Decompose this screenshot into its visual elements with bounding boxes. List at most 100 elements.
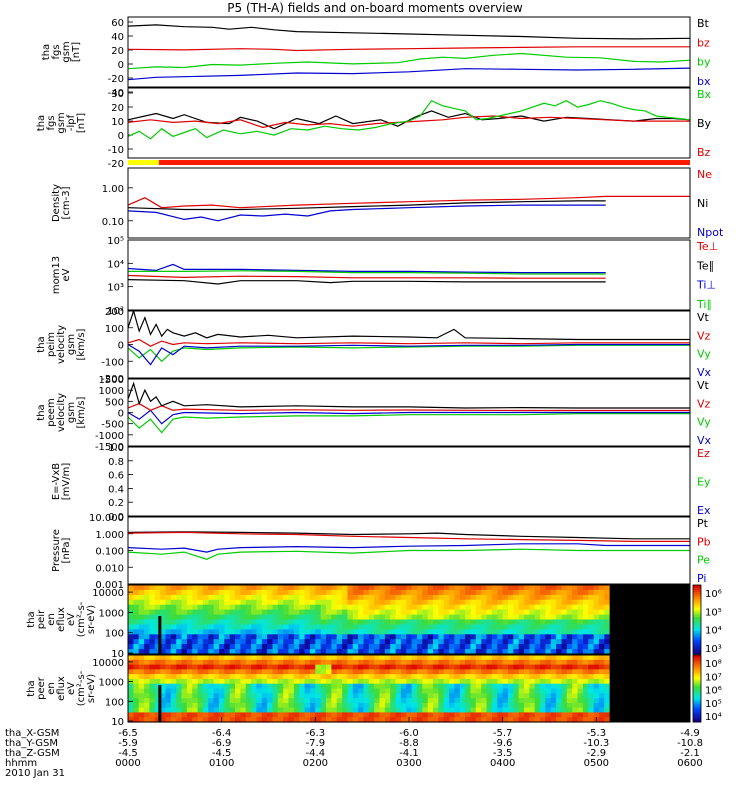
heatmap-cell (208, 649, 215, 655)
legend-label: Npot (697, 226, 724, 239)
heatmap-cell (336, 614, 343, 621)
heatmap-cell (417, 585, 423, 591)
heatmap-cell (170, 659, 177, 666)
heatmap-cell (491, 644, 498, 650)
y-axis-label: eV (61, 268, 72, 281)
heatmap-cell (427, 589, 434, 596)
heatmap-cell (256, 698, 263, 704)
heatmap-cell (406, 655, 413, 661)
heatmap-cell (208, 669, 215, 675)
heatmap-cell (181, 634, 188, 640)
heatmap-cell (588, 585, 595, 591)
heatmap-cell (363, 688, 370, 694)
heatmap-cell (508, 629, 514, 635)
heatmap-cell (235, 693, 241, 699)
heatmap-cell (502, 655, 509, 661)
heatmap-cell (550, 678, 557, 685)
heatmap-cell (395, 683, 402, 690)
heatmap-cell (149, 604, 156, 611)
heatmap-cell (288, 707, 295, 713)
heatmap-cell (288, 664, 295, 670)
heatmap-cell (208, 698, 215, 704)
y-tick-label: 1000 (99, 678, 124, 689)
heatmap-cell (481, 659, 488, 666)
heatmap-cell (352, 644, 359, 650)
heatmap-cell (411, 707, 418, 713)
y-axis-label: Pressure (51, 529, 62, 572)
heatmap-cell (529, 678, 536, 685)
heatmap-cell (475, 609, 482, 616)
heatmap-cell (374, 717, 381, 723)
heatmap-cell (331, 614, 338, 621)
heatmap-cell (417, 683, 423, 690)
heatmap-cell (604, 712, 611, 718)
heatmap-cell (540, 614, 547, 621)
heatmap-cell (293, 659, 300, 666)
heatmap-cell (251, 614, 258, 621)
heatmap-cell (443, 693, 450, 699)
heatmap-cell (379, 717, 386, 723)
heatmap-cell (459, 599, 466, 606)
heatmap-cell (534, 669, 541, 675)
heatmap-cell (342, 594, 349, 601)
heatmap-cell (465, 634, 472, 640)
heatmap-cell (235, 604, 241, 611)
heatmap-cell (251, 659, 258, 666)
heatmap-cell (529, 624, 536, 630)
heatmap-cell (331, 619, 338, 625)
heatmap-cell (219, 659, 225, 666)
heatmap-cell (502, 609, 509, 616)
heatmap-cell (261, 585, 268, 591)
heatmap-cell (267, 712, 274, 718)
heatmap-cell (459, 683, 466, 690)
heatmap-cell (352, 649, 359, 655)
heatmap-cell (417, 649, 423, 655)
heatmap-cell (293, 624, 300, 630)
heatmap-cell (545, 688, 552, 694)
heatmap-cell (267, 678, 274, 685)
heatmap-cell (256, 609, 263, 616)
panel-temperature (127, 239, 691, 311)
heatmap-cell (283, 664, 290, 670)
heatmap-cell (245, 644, 252, 650)
heatmap-cell (582, 707, 589, 713)
heatmap-cell (288, 702, 295, 709)
colorbar-tick-label: 10⁴ (705, 626, 722, 637)
heatmap-cell (561, 693, 568, 699)
heatmap-cell (133, 585, 140, 591)
heatmap-cell (577, 674, 584, 680)
heatmap-cell (572, 639, 579, 645)
heatmap-cell (229, 693, 236, 699)
heatmap-cell (336, 604, 343, 611)
heatmap-cell (310, 698, 316, 704)
heatmap-cell (550, 609, 557, 616)
heatmap-cell (347, 594, 354, 601)
heatmap-cell (229, 674, 236, 680)
heatmap-cell (384, 707, 391, 713)
x-axis-tick-label: -4.9 (680, 728, 700, 739)
heatmap-cell (368, 619, 375, 625)
heatmap-cell (154, 639, 161, 645)
legend-label: Pb (697, 535, 711, 548)
heatmap-cell (331, 655, 338, 661)
heatmap-cell (374, 604, 381, 611)
heatmap-cell (604, 619, 611, 625)
series-line-Te⊥ (127, 274, 606, 279)
heatmap-cell (427, 688, 434, 694)
heatmap-cell (481, 655, 488, 661)
legend-label: Ex (697, 504, 711, 517)
heatmap-cell (251, 589, 258, 596)
heatmap-cell (133, 604, 140, 611)
heatmap-cell (358, 693, 365, 699)
heatmap-cell (443, 707, 450, 713)
heatmap-cell (331, 585, 338, 591)
heatmap-cell (486, 589, 493, 596)
heatmap-cell (588, 644, 595, 650)
heatmap-cell (433, 655, 439, 661)
heatmap-cell (379, 614, 386, 621)
heatmap-cell (310, 589, 316, 596)
heatmap-cell (577, 678, 584, 685)
heatmap-cell (540, 594, 547, 601)
heatmap-cell (374, 624, 381, 630)
heatmap-cell (438, 702, 445, 709)
